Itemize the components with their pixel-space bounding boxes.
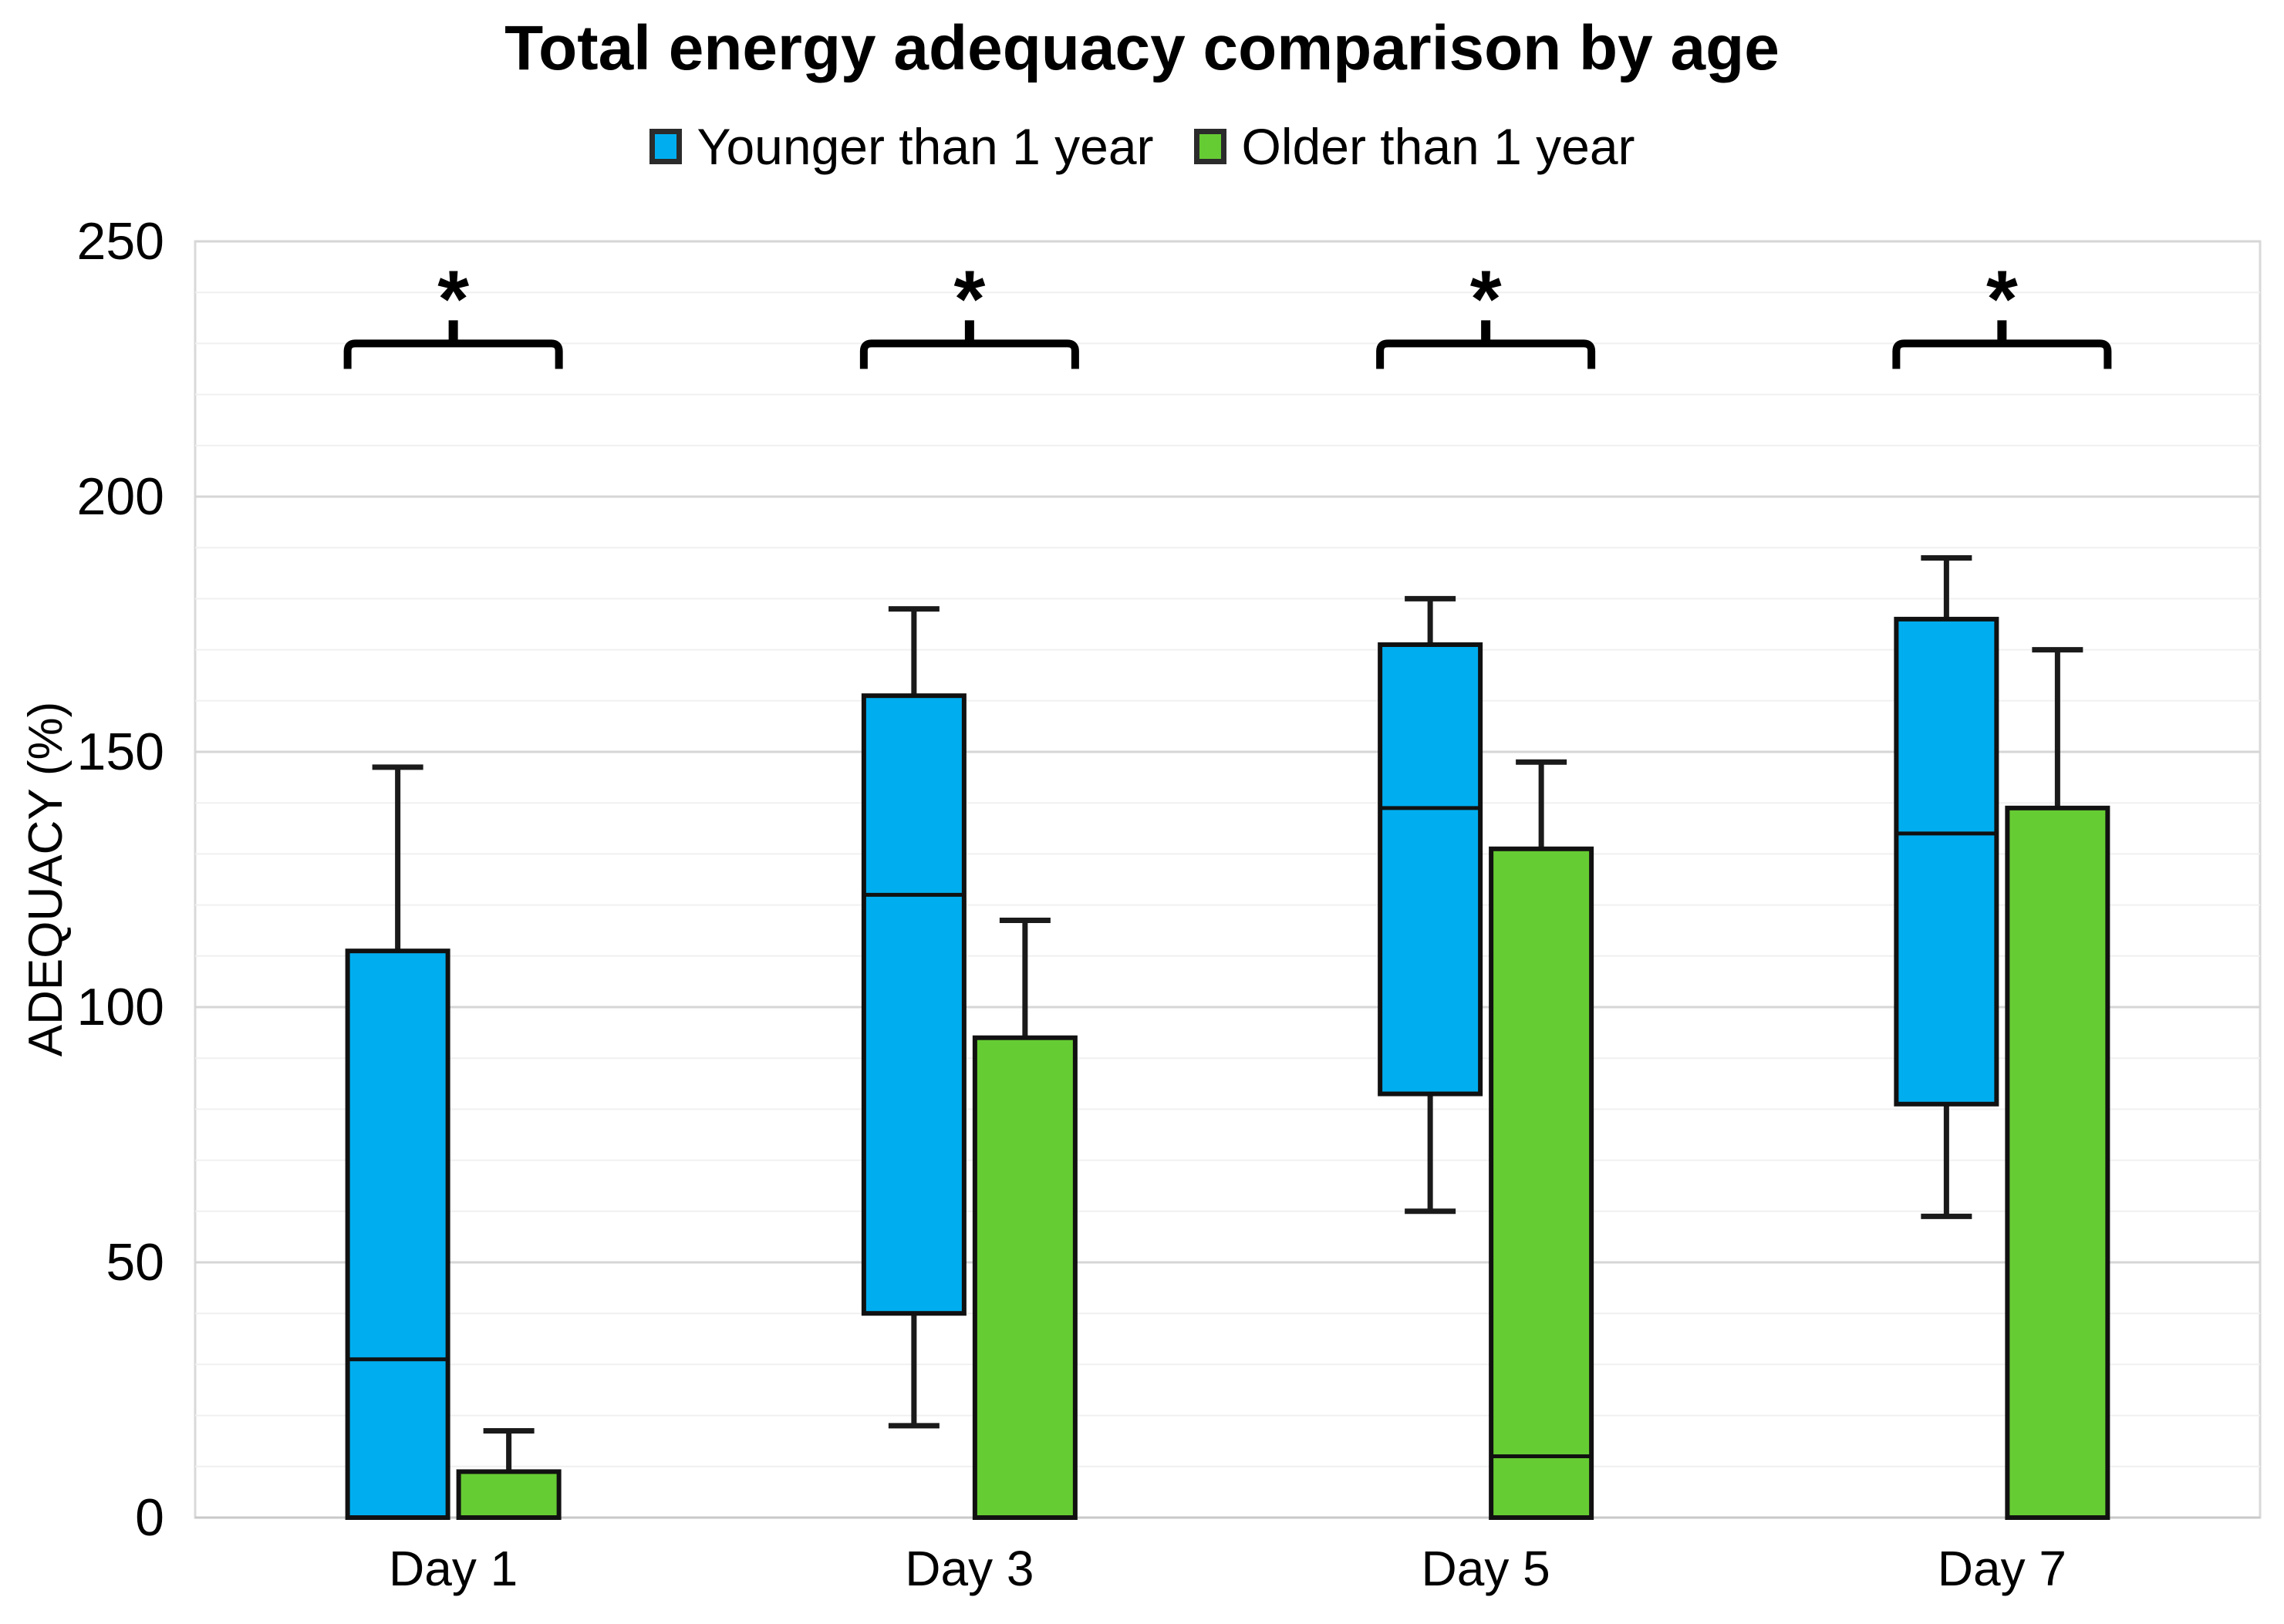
significance-bracket-day-5 — [1376, 339, 1596, 369]
legend-label-older: Older than 1 year — [1241, 118, 1635, 175]
significance-bracket-day-3 — [859, 339, 1079, 369]
y-tick-label-250: 250 — [77, 212, 164, 271]
legend: Younger than 1 year Older than 1 year — [0, 117, 2284, 176]
x-tick-label-day-3: Day 3 — [905, 1541, 1034, 1596]
box-younger-day-5 — [1378, 642, 1483, 1097]
y-tick-label-200: 200 — [77, 467, 164, 526]
significance-bracket-day-7 — [1892, 339, 2112, 369]
chart-title: Total energy adequacy comparison by age — [504, 13, 1780, 83]
significance-asterisk-day-5: * — [1470, 254, 1502, 344]
box-older-day-5 — [1489, 846, 1594, 1520]
significance-asterisk-day-7: * — [1986, 254, 2018, 344]
significance-asterisk-day-3: * — [953, 254, 985, 344]
legend-item-younger: Younger than 1 year — [649, 117, 1154, 176]
x-tick-label-day-7: Day 7 — [1938, 1541, 2066, 1596]
x-tick-label-day-1: Day 1 — [389, 1541, 518, 1596]
y-tick-label-0: 0 — [135, 1488, 164, 1547]
significance-bracket-day-1 — [343, 339, 563, 369]
y-tick-label-100: 100 — [77, 978, 164, 1036]
box-older-day-3 — [972, 1035, 1078, 1520]
x-tick-label-day-5: Day 5 — [1422, 1541, 1550, 1596]
box-younger-day-7 — [1894, 616, 1999, 1107]
legend-swatch-younger — [649, 129, 682, 164]
y-axis-title: ADEQUACY (%) — [19, 702, 73, 1057]
y-tick-label-150: 150 — [77, 723, 164, 781]
legend-item-older: Older than 1 year — [1193, 117, 1635, 176]
box-older-day-1 — [456, 1469, 562, 1521]
significance-asterisk-day-1: * — [437, 254, 469, 344]
y-tick-label-50: 50 — [106, 1233, 164, 1292]
box-younger-day-3 — [861, 693, 967, 1316]
legend-label-younger: Younger than 1 year — [697, 118, 1154, 175]
legend-swatch-older — [1193, 129, 1226, 164]
box-younger-day-1 — [345, 948, 450, 1521]
box-older-day-7 — [2005, 805, 2110, 1520]
